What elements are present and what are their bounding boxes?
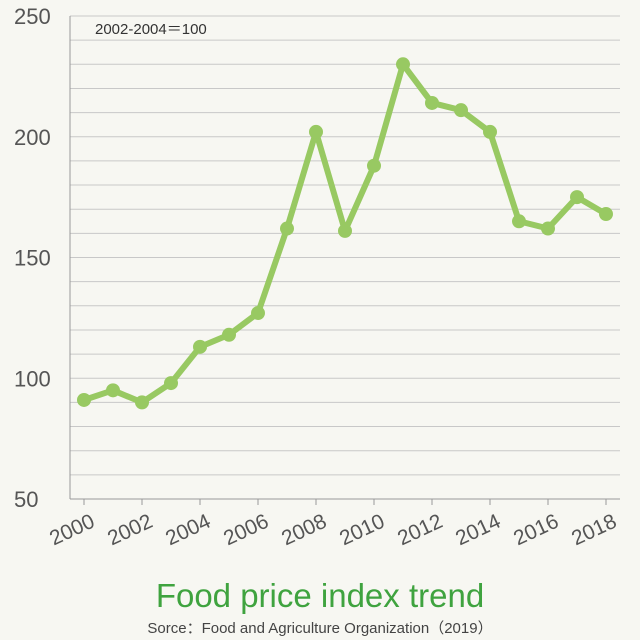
data-point	[454, 103, 468, 118]
data-point	[77, 392, 91, 407]
y-tick-label: 150	[14, 246, 51, 271]
x-tick-label: 2004	[162, 510, 214, 551]
data-point	[367, 158, 381, 173]
y-tick-label: 250	[14, 4, 51, 29]
data-point	[309, 124, 323, 139]
data-point	[338, 223, 352, 238]
axes	[69, 16, 620, 505]
data-point	[251, 306, 265, 321]
grid-lines	[70, 15, 620, 476]
y-tick-label: 100	[14, 366, 51, 391]
data-point	[396, 57, 410, 72]
base-annotation: 2002-2004＝100	[95, 21, 207, 38]
data-point	[425, 95, 439, 110]
y-tick-label: 200	[14, 125, 51, 150]
data-point	[106, 383, 120, 398]
data-point	[483, 124, 497, 139]
data-point	[280, 221, 294, 236]
x-tick-label: 2016	[510, 510, 562, 551]
x-tick-label: 2014	[452, 510, 504, 551]
chart-source: Sorce：Food and Agriculture Organization（…	[147, 620, 493, 637]
y-tick-labels: 50 100 150 200 250	[14, 4, 51, 512]
data-point	[599, 207, 613, 222]
data-point	[193, 339, 207, 354]
data-point	[570, 190, 584, 205]
x-tick-label: 2018	[568, 510, 620, 551]
data-point	[512, 214, 526, 229]
x-tick-label: 2010	[336, 510, 388, 551]
x-tick-label: 2002	[104, 510, 156, 551]
x-tick-label: 2012	[394, 510, 446, 551]
data-point	[541, 221, 555, 236]
data-point	[222, 327, 236, 342]
data-point	[164, 376, 178, 391]
x-tick-label: 2006	[220, 510, 272, 551]
x-tick-label: 2000	[46, 510, 98, 551]
chart-title: Food price index trend	[155, 577, 485, 614]
data-points	[77, 57, 613, 410]
y-tick-label: 50	[14, 487, 38, 512]
x-tick-label: 2008	[278, 510, 330, 551]
data-point	[135, 395, 149, 410]
x-tick-labels: 2000 2002 2004 2006 2008 2010 2012 2014 2016 2018	[46, 510, 620, 551]
